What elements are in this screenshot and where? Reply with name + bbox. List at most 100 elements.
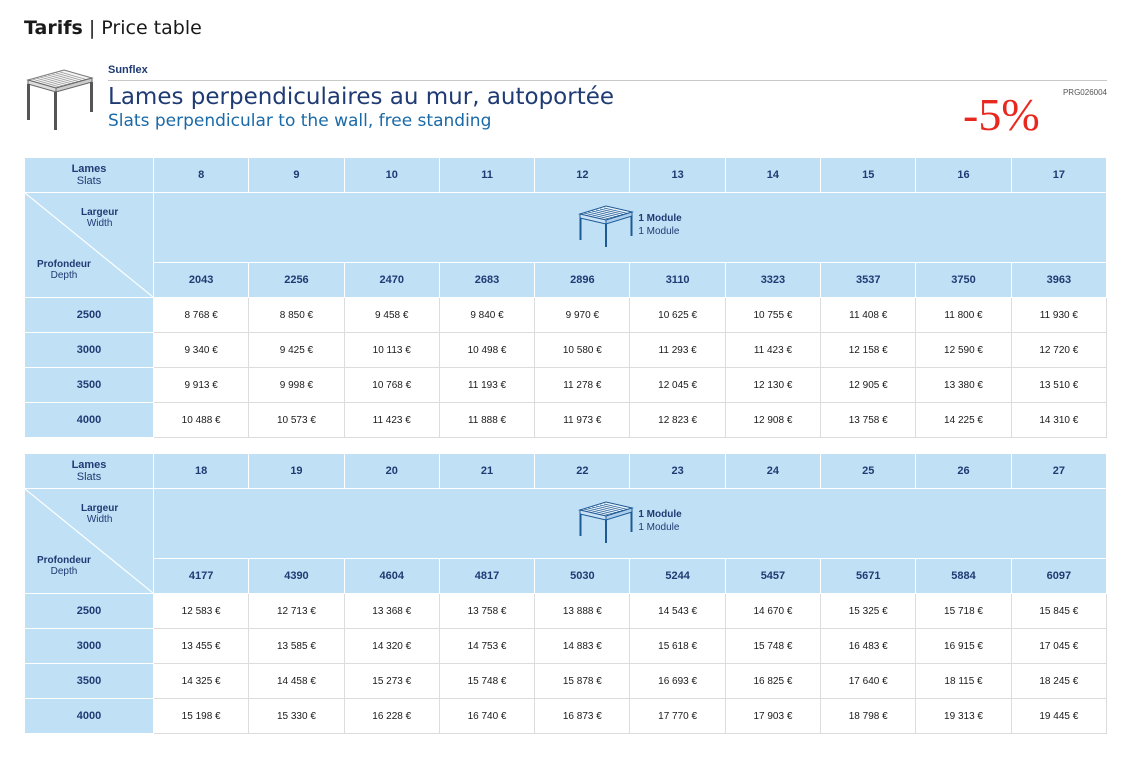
module-row: Largeur Width Profondeur Depth 1 Module 1 Mod… <box>24 192 1107 298</box>
product-title-fr: Lames perpendiculaires au mur, autoporté… <box>108 84 615 110</box>
diagonal-divider <box>25 193 153 297</box>
table-row: 3000 9 340 €9 425 €10 113 €10 498 €10 580… <box>24 332 1108 368</box>
page-title-bold: Tarifs <box>24 17 83 39</box>
price-cell: 15 748 € <box>724 628 822 664</box>
pergola-module-icon <box>578 501 635 543</box>
slats-count-cell: 18 <box>152 453 250 489</box>
width-value-cell: 5457 <box>724 558 822 594</box>
slats-count-cell: 15 <box>820 157 917 193</box>
price-cell: 18 798 € <box>820 698 917 734</box>
price-cell: 10 768 € <box>343 367 440 403</box>
width-label-fr: Largeur <box>81 207 119 218</box>
price-cell: 11 278 € <box>534 367 631 403</box>
price-cell: 13 380 € <box>915 367 1012 403</box>
price-cell: 13 888 € <box>534 593 631 629</box>
price-cell: 16 740 € <box>438 698 536 734</box>
price-cell: 12 130 € <box>724 367 822 403</box>
price-cell: 12 720 € <box>1010 332 1108 368</box>
width-value-cell: 2683 <box>438 262 536 298</box>
width-label-en: Width <box>86 218 113 229</box>
table-row: 2500 8 768 €8 850 €9 458 €9 840 €9 970 €1… <box>24 297 1108 333</box>
page-title-separator: | <box>82 17 102 39</box>
price-cell: 11 293 € <box>629 332 726 368</box>
price-cell: 17 903 € <box>724 698 822 734</box>
price-cell: 14 325 € <box>152 663 250 699</box>
table-row: 4000 15 198 €15 330 €16 228 €16 740 €16 8… <box>24 698 1108 734</box>
price-cell: 16 825 € <box>724 663 822 699</box>
slats-count-cell: 22 <box>534 453 631 489</box>
slats-label-en: Slats <box>76 175 102 187</box>
width-depth-header: Largeur Width Profondeur Depth <box>24 192 154 298</box>
width-value-cell: 3110 <box>629 262 726 298</box>
price-cell: 14 753 € <box>438 628 536 664</box>
price-cell: 15 618 € <box>629 628 726 664</box>
price-cell: 11 423 € <box>343 402 440 438</box>
price-cell: 8 850 € <box>248 297 345 333</box>
slats-label: Lames Slats <box>24 157 154 193</box>
slats-label-fr: Lames <box>71 459 107 471</box>
width-value-cell: 2470 <box>343 262 440 298</box>
price-cell: 15 198 € <box>152 698 250 734</box>
price-cell: 8 768 € <box>152 297 250 333</box>
slats-count-cell: 20 <box>343 453 440 489</box>
width-label: Largeur Width <box>81 503 118 525</box>
slats-label: Lames Slats <box>24 453 154 489</box>
product-reference: PRG026004 <box>1062 88 1107 97</box>
width-label: Largeur Width <box>81 207 118 229</box>
price-cell: 11 423 € <box>724 332 822 368</box>
price-cell: 10 573 € <box>248 402 345 438</box>
depth-label-en: Depth <box>50 270 78 281</box>
module-label-en: 1 Module <box>638 522 680 533</box>
width-value-cell: 4177 <box>152 558 250 594</box>
table-row: 2500 12 583 €12 713 €13 368 €13 758 €13 8… <box>24 593 1108 629</box>
page-title-rest: Price table <box>101 17 202 39</box>
width-value-cell: 3537 <box>820 262 917 298</box>
price-cell: 11 973 € <box>534 402 631 438</box>
price-cell: 15 748 € <box>438 663 536 699</box>
price-cell: 11 193 € <box>438 367 536 403</box>
price-cell: 12 158 € <box>820 332 917 368</box>
price-cell: 10 580 € <box>534 332 631 368</box>
module-cell: 1 Module 1 Module <box>153 488 1107 559</box>
price-cell: 16 873 € <box>534 698 631 734</box>
price-cell: 9 425 € <box>248 332 345 368</box>
width-depth-header: Largeur Width Profondeur Depth <box>24 488 154 594</box>
slats-count-cell: 23 <box>629 453 726 489</box>
depth-label-fr: Profondeur <box>37 259 91 270</box>
price-cell: 13 368 € <box>343 593 440 629</box>
price-cell: 9 998 € <box>248 367 345 403</box>
width-value-cell: 5244 <box>629 558 726 594</box>
width-value-cell: 4390 <box>248 558 345 594</box>
width-label-fr: Largeur <box>81 503 119 514</box>
price-cell: 14 670 € <box>724 593 822 629</box>
price-cell: 10 755 € <box>724 297 822 333</box>
slats-count-cell: 19 <box>248 453 345 489</box>
module-label-fr: 1 Module <box>638 509 682 520</box>
slats-count-cell: 21 <box>438 453 536 489</box>
module-cell: 1 Module 1 Module <box>153 192 1107 263</box>
width-value-cell: 3323 <box>724 262 822 298</box>
price-cell: 18 115 € <box>915 663 1012 699</box>
depth-value-cell: 3500 <box>24 663 154 699</box>
width-value-cell: 5030 <box>534 558 631 594</box>
price-cell: 15 273 € <box>343 663 440 699</box>
discount-badge: -5% <box>963 89 1040 140</box>
pergola-icon <box>26 69 94 130</box>
slats-row: Lames Slats 8 9 10 11 12 13 14 15 16 17 <box>24 157 1108 193</box>
depth-value-cell: 2500 <box>24 593 154 629</box>
width-label-en: Width <box>86 514 113 525</box>
width-value-cell: 5884 <box>915 558 1012 594</box>
slats-count-cell: 10 <box>343 157 440 193</box>
price-cell: 12 905 € <box>820 367 917 403</box>
module-label-en: 1 Module <box>638 226 680 237</box>
price-cell: 12 590 € <box>915 332 1012 368</box>
price-cell: 11 408 € <box>820 297 917 333</box>
slats-count-cell: 16 <box>915 157 1012 193</box>
price-cell: 10 113 € <box>343 332 440 368</box>
diagonal-divider <box>25 489 153 593</box>
width-value-cell: 3963 <box>1010 262 1108 298</box>
table-row: 4000 10 488 €10 573 €11 423 €11 888 €11 9… <box>24 402 1108 438</box>
price-cell: 17 045 € <box>1010 628 1108 664</box>
table-row: 3500 9 913 €9 998 €10 768 €11 193 €11 278… <box>24 367 1108 403</box>
price-cell: 14 458 € <box>248 663 345 699</box>
